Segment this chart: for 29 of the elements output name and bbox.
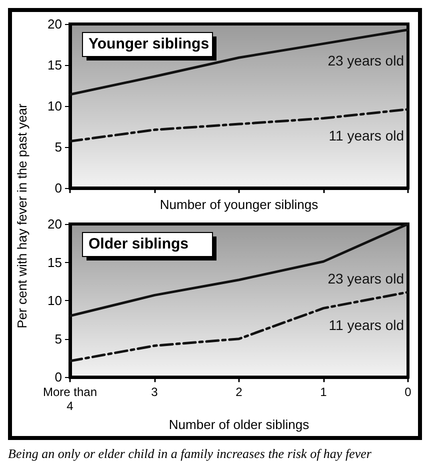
text: Being an only or elder child in a family increases the risk of hay fever [8, 446, 372, 462]
y-axis-title: Per cent with hay fever in the past year [14, 104, 30, 328]
text: Older siblings [88, 236, 189, 252]
y-tick-label: 20 [48, 216, 62, 232]
x-tick-label: 0 [404, 385, 412, 400]
series-label: 11 years old [328, 317, 404, 334]
y-tick-label: 10 [48, 98, 62, 114]
y-tick-label: 15 [48, 58, 62, 72]
series-label: 23 years old [328, 52, 404, 69]
y-tick-label: 20 [48, 16, 62, 32]
y-tick-label: 5 [54, 331, 62, 346]
y-tick-label: 0 [54, 370, 62, 385]
line-series [68, 28, 410, 96]
line-series [68, 222, 410, 318]
line-series [68, 108, 410, 143]
line-series [68, 290, 410, 362]
y-tick-label: 10 [48, 293, 62, 308]
x-tick-label: 2 [236, 385, 243, 400]
y-tick-label: 0 [54, 180, 62, 196]
y-tick-label: 15 [48, 254, 62, 270]
x-axis-title: Number of younger siblings [160, 197, 319, 212]
y-tick-label: 5 [54, 140, 62, 154]
x-tick-label: 1 [320, 385, 328, 400]
x-axis-title: Number of older siblings [168, 417, 310, 432]
x-tick-label: 3 [151, 385, 158, 400]
series-label: 11 years old [328, 127, 404, 144]
series-label: 23 years old [328, 270, 404, 287]
text: Younger siblings [88, 36, 210, 52]
x-tick-label: More than 4 [42, 385, 98, 414]
